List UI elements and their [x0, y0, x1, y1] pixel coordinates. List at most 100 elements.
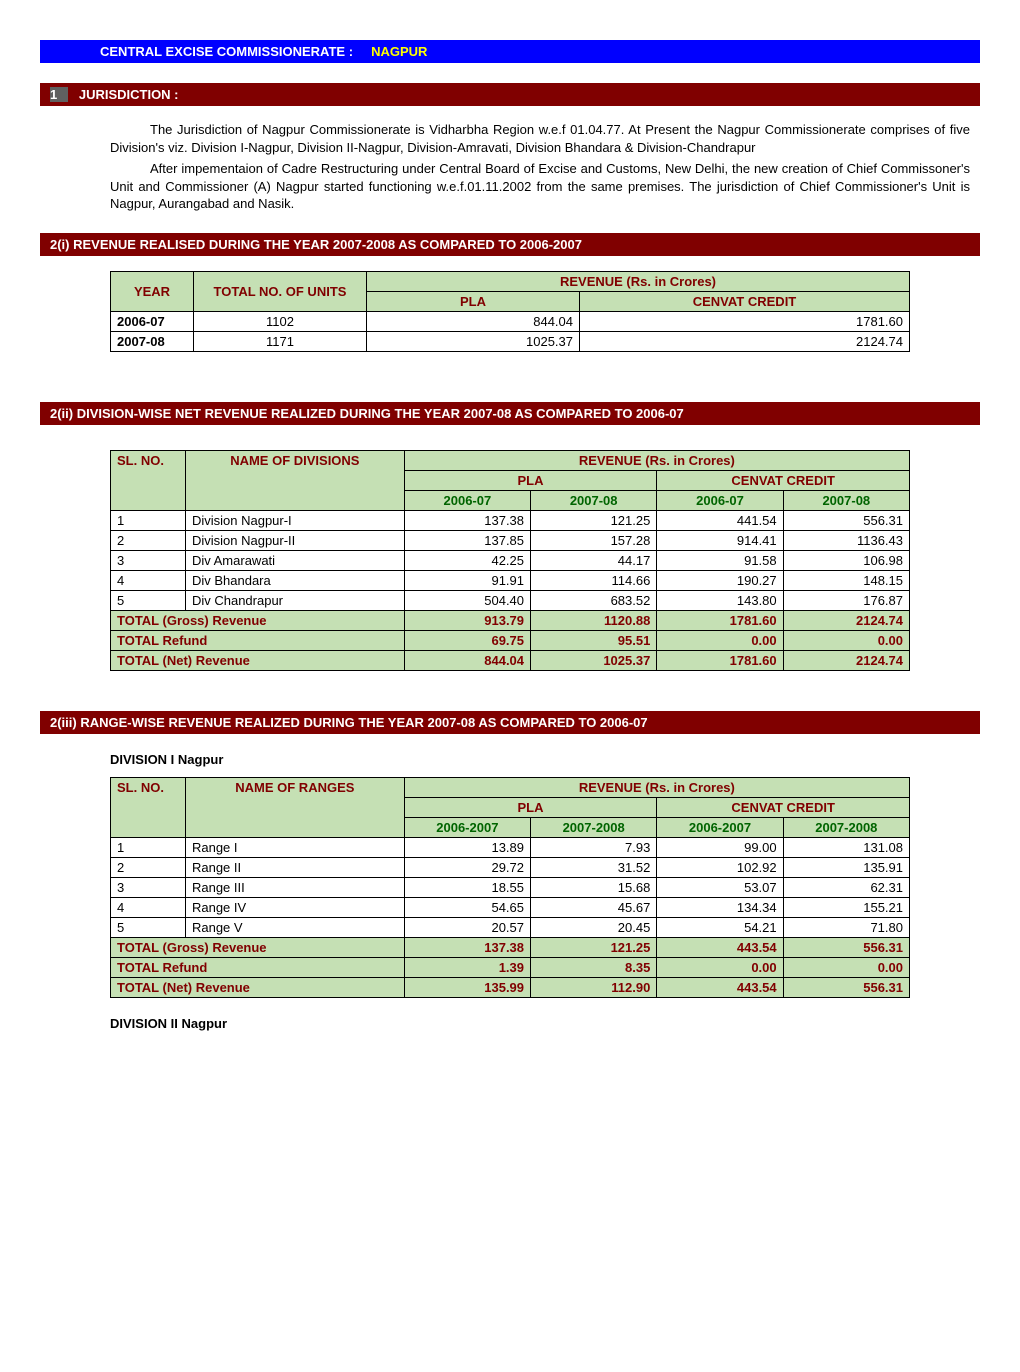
col-y1: 2006-2007 [404, 817, 530, 837]
cell: Range IV [185, 897, 404, 917]
cell: 13.89 [404, 837, 530, 857]
cell: 844.04 [367, 311, 580, 331]
cell: 2124.74 [580, 331, 910, 351]
cell: 556.31 [783, 937, 909, 957]
jurisdiction-para-2: After impementaion of Cadre Restructurin… [110, 160, 970, 213]
label: TOTAL Refund [111, 957, 405, 977]
cell: 556.31 [783, 977, 909, 997]
cell: 137.38 [404, 510, 530, 530]
cell: 99.00 [657, 837, 783, 857]
col-y2: 2007-2008 [783, 817, 909, 837]
division-1-label: DIVISION I Nagpur [110, 752, 970, 767]
total-refund-row: TOTAL Refund69.7595.510.000.00 [111, 630, 910, 650]
cell: 121.25 [531, 937, 657, 957]
cell: 1 [111, 837, 186, 857]
cell: 443.54 [657, 977, 783, 997]
cell: Range I [185, 837, 404, 857]
cell: 114.66 [531, 570, 657, 590]
col-y2: 2007-08 [783, 490, 909, 510]
col-name: NAME OF DIVISIONS [185, 450, 404, 510]
table-row: 2006-07 1102 844.04 1781.60 [111, 311, 910, 331]
cell: 176.87 [783, 590, 909, 610]
total-gross-row: TOTAL (Gross) Revenue913.791120.881781.6… [111, 610, 910, 630]
section-2i-header: 2(i) REVENUE REALISED DURING THE YEAR 20… [40, 233, 980, 256]
cell: 42.25 [404, 550, 530, 570]
table-row: 2Division Nagpur-II137.85157.28914.41113… [111, 530, 910, 550]
cell: 1120.88 [531, 610, 657, 630]
col-sl: SL. NO. [111, 450, 186, 510]
cell: 137.38 [404, 937, 530, 957]
cell: 1171 [194, 331, 367, 351]
cell: 91.91 [404, 570, 530, 590]
label: TOTAL (Net) Revenue [111, 977, 405, 997]
cell: 2 [111, 530, 186, 550]
cell: 2 [111, 857, 186, 877]
col-pla: PLA [367, 291, 580, 311]
cell: 54.21 [657, 917, 783, 937]
cell: 0.00 [657, 630, 783, 650]
table-row: 1Range I13.897.9399.00131.08 [111, 837, 910, 857]
label: TOTAL (Gross) Revenue [111, 937, 405, 957]
col-revenue: REVENUE (Rs. in Crores) [367, 271, 910, 291]
cell: 62.31 [783, 877, 909, 897]
cell: 15.68 [531, 877, 657, 897]
section-2ii-header: 2(ii) DIVISION-WISE NET REVENUE REALIZED… [40, 402, 980, 425]
cell: 1781.60 [657, 650, 783, 670]
cell: 3 [111, 550, 186, 570]
cell: 3 [111, 877, 186, 897]
cell: 4 [111, 897, 186, 917]
cell: 29.72 [404, 857, 530, 877]
cell: 143.80 [657, 590, 783, 610]
col-y1: 2006-2007 [657, 817, 783, 837]
section-1-header: 1 JURISDICTION : [40, 83, 980, 106]
cell: 106.98 [783, 550, 909, 570]
cell: 5 [111, 917, 186, 937]
col-sl: SL. NO. [111, 777, 186, 837]
cell: 2007-08 [111, 331, 194, 351]
table-row: 5Range V20.5720.4554.2171.80 [111, 917, 910, 937]
section-2iii-header: 2(iii) RANGE-WISE REVENUE REALIZED DURIN… [40, 711, 980, 734]
table-row: 3Range III18.5515.6853.0762.31 [111, 877, 910, 897]
cell: 4 [111, 570, 186, 590]
total-net-row: TOTAL (Net) Revenue135.99112.90443.54556… [111, 977, 910, 997]
table-row: 5Div Chandrapur504.40683.52143.80176.87 [111, 590, 910, 610]
col-pla: PLA [404, 797, 657, 817]
cell: 31.52 [531, 857, 657, 877]
cell: 137.85 [404, 530, 530, 550]
cell: 190.27 [657, 570, 783, 590]
cell: 131.08 [783, 837, 909, 857]
cell: 44.17 [531, 550, 657, 570]
table-row: 2007-08 1171 1025.37 2124.74 [111, 331, 910, 351]
cell: 1025.37 [531, 650, 657, 670]
col-cenvat: CENVAT CREDIT [580, 291, 910, 311]
range-revenue-table: SL. NO. NAME OF RANGES REVENUE (Rs. in C… [110, 777, 910, 998]
cell: 69.75 [404, 630, 530, 650]
cell: 135.91 [783, 857, 909, 877]
cell: 0.00 [783, 957, 909, 977]
header-title-a: CENTRAL EXCISE COMMISSIONERATE : [100, 44, 353, 59]
cell: 1102 [194, 311, 367, 331]
cell: 157.28 [531, 530, 657, 550]
cell: 148.15 [783, 570, 909, 590]
col-pla: PLA [404, 470, 657, 490]
label: TOTAL (Gross) Revenue [111, 610, 405, 630]
cell: 95.51 [531, 630, 657, 650]
cell: 8.35 [531, 957, 657, 977]
cell: 7.93 [531, 837, 657, 857]
col-y1: 2006-07 [404, 490, 530, 510]
cell: 112.90 [531, 977, 657, 997]
cell: 0.00 [783, 630, 909, 650]
col-rev: REVENUE (Rs. in Crores) [404, 450, 909, 470]
cell: Division Nagpur-I [185, 510, 404, 530]
division-2-label: DIVISION II Nagpur [110, 1016, 970, 1031]
section-2ii-title: 2(ii) DIVISION-WISE NET REVENUE REALIZED… [50, 406, 684, 421]
col-y2: 2007-08 [531, 490, 657, 510]
cell: Range V [185, 917, 404, 937]
section-2i-title: 2(i) REVENUE REALISED DURING THE YEAR 20… [50, 237, 582, 252]
label: TOTAL Refund [111, 630, 405, 650]
table-row: 4Range IV54.6545.67134.34155.21 [111, 897, 910, 917]
cell: 102.92 [657, 857, 783, 877]
cell: 1 [111, 510, 186, 530]
cell: 45.67 [531, 897, 657, 917]
table-row: 1Division Nagpur-I137.38121.25441.54556.… [111, 510, 910, 530]
